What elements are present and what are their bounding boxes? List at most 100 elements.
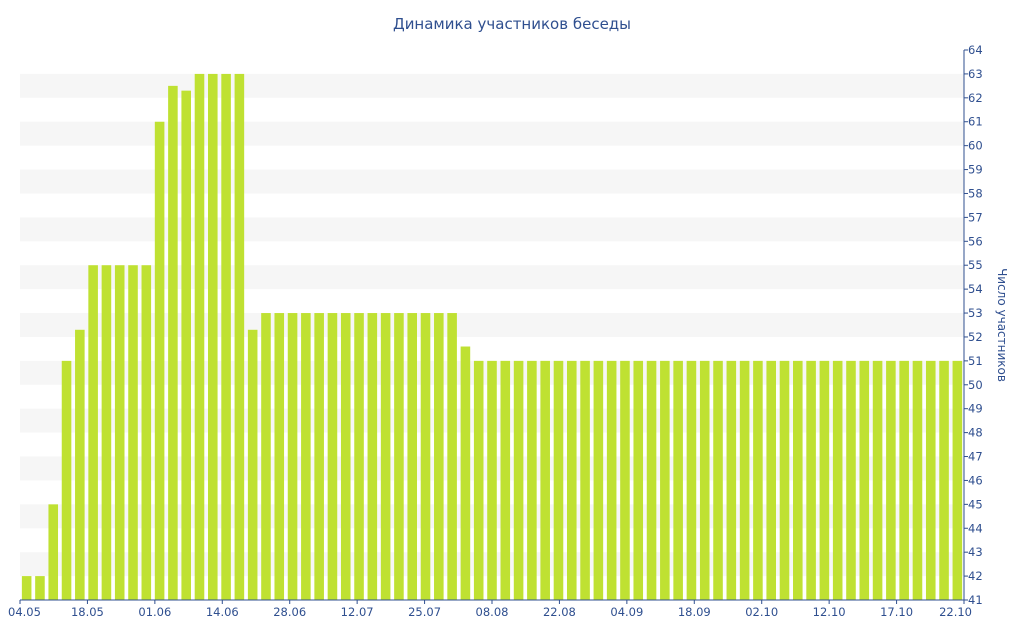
bar bbox=[208, 73, 218, 601]
x-tick-label: 18.05 bbox=[71, 605, 104, 619]
x-axis-ticks: 04.05 18.05 01.06 14.06 28.06 12.07 25.07 08.08… bbox=[8, 600, 972, 619]
bar bbox=[327, 313, 338, 600]
bar bbox=[872, 360, 883, 600]
bar bbox=[606, 360, 617, 600]
y-tick-label: 46 bbox=[968, 473, 983, 487]
y-tick-label: 53 bbox=[968, 306, 983, 320]
bar bbox=[301, 313, 311, 600]
y-tick-label: 60 bbox=[968, 139, 983, 153]
x-tick-label: 02.10 bbox=[745, 605, 778, 619]
bar bbox=[274, 313, 285, 600]
bar bbox=[407, 313, 418, 600]
bar bbox=[793, 360, 803, 600]
y-tick-label: 62 bbox=[968, 91, 983, 105]
bar bbox=[247, 329, 258, 600]
bar bbox=[380, 313, 391, 600]
bar bbox=[487, 360, 497, 600]
bar bbox=[726, 360, 737, 600]
x-tick-label: 22.10 bbox=[939, 605, 972, 619]
bar bbox=[886, 360, 896, 600]
bar bbox=[21, 576, 32, 600]
y-axis-ticks: 41 42 43 44 45 46 47 48 49 50 51 52 53 54 55 56 57 58 59 60… bbox=[964, 43, 983, 607]
y-tick-label: 58 bbox=[968, 186, 983, 200]
x-tick-label: 08.08 bbox=[476, 605, 509, 619]
y-tick-label: 54 bbox=[968, 282, 983, 296]
bar bbox=[899, 360, 909, 600]
y-tick-label: 64 bbox=[968, 43, 983, 57]
x-tick-label: 17.10 bbox=[880, 605, 913, 619]
bar bbox=[367, 313, 378, 600]
x-tick-label: 04.05 bbox=[8, 605, 41, 619]
y-tick-label: 47 bbox=[968, 450, 983, 464]
bar bbox=[859, 360, 870, 600]
bar bbox=[593, 360, 604, 600]
y-tick-label: 63 bbox=[968, 67, 983, 81]
x-tick-label: 12.07 bbox=[341, 605, 374, 619]
bar bbox=[540, 360, 550, 600]
y-tick-label: 59 bbox=[968, 163, 983, 177]
y-tick-label: 51 bbox=[968, 354, 983, 368]
bar-series bbox=[21, 73, 963, 601]
bar bbox=[513, 360, 524, 600]
bar bbox=[553, 360, 564, 600]
bar bbox=[261, 313, 271, 600]
bar bbox=[912, 360, 923, 600]
grid-band bbox=[20, 265, 964, 290]
x-tick-label: 01.06 bbox=[138, 605, 171, 619]
bar bbox=[527, 360, 537, 600]
bar bbox=[753, 360, 763, 600]
bar bbox=[221, 73, 231, 601]
y-tick-label: 49 bbox=[968, 402, 983, 416]
bar bbox=[713, 360, 723, 600]
bar bbox=[832, 360, 843, 600]
bar bbox=[287, 313, 298, 600]
y-tick-label: 41 bbox=[968, 593, 983, 607]
y-tick-label: 44 bbox=[968, 521, 983, 535]
y-tick-label: 50 bbox=[968, 378, 983, 392]
bar bbox=[168, 85, 178, 600]
bar bbox=[194, 73, 205, 601]
bar bbox=[48, 504, 59, 600]
bar bbox=[434, 313, 444, 600]
bar bbox=[114, 265, 125, 600]
bar bbox=[806, 360, 816, 600]
x-tick-label: 28.06 bbox=[273, 605, 306, 619]
grid-band bbox=[20, 169, 964, 194]
bar bbox=[420, 313, 431, 600]
bar bbox=[101, 265, 112, 600]
grid-band bbox=[20, 217, 964, 242]
bar bbox=[154, 121, 165, 600]
y-tick-label: 52 bbox=[968, 330, 983, 344]
y-tick-label: 57 bbox=[968, 210, 983, 224]
y-tick-label: 56 bbox=[968, 234, 983, 248]
bar bbox=[473, 360, 484, 600]
bar bbox=[340, 313, 351, 600]
x-tick-label: 18.09 bbox=[678, 605, 711, 619]
bar bbox=[620, 360, 630, 600]
y-tick-label: 45 bbox=[968, 497, 983, 511]
bar bbox=[660, 360, 670, 600]
grid-band bbox=[20, 73, 964, 98]
bar bbox=[939, 360, 949, 600]
bar bbox=[566, 360, 577, 600]
bar bbox=[88, 265, 98, 600]
bar bbox=[686, 360, 697, 600]
bar bbox=[779, 360, 790, 600]
bar bbox=[447, 313, 457, 600]
bar bbox=[952, 360, 963, 600]
bar bbox=[633, 360, 644, 600]
bar bbox=[61, 360, 72, 600]
bar bbox=[846, 360, 856, 600]
y-tick-label: 43 bbox=[968, 545, 983, 559]
x-tick-label: 25.07 bbox=[408, 605, 441, 619]
bar bbox=[460, 346, 471, 600]
chart-title: Динамика участников беседы bbox=[393, 15, 631, 33]
bar bbox=[819, 360, 830, 600]
grid-band bbox=[20, 121, 964, 146]
bar bbox=[699, 360, 710, 600]
bar bbox=[141, 265, 152, 600]
y-tick-label: 55 bbox=[968, 258, 983, 272]
y-axis-label: Число участников bbox=[995, 268, 1009, 382]
bar bbox=[181, 90, 191, 601]
